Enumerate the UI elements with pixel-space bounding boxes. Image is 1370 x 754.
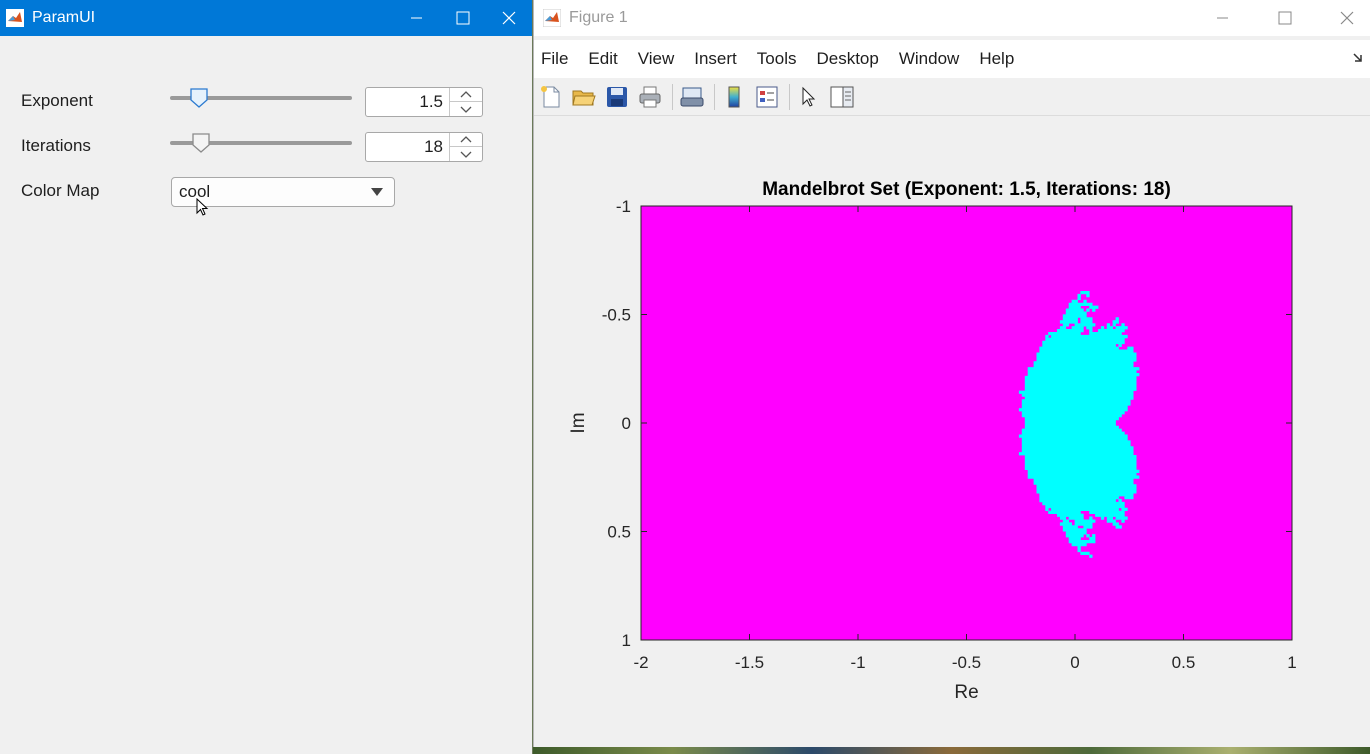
- mouse-cursor-icon: [196, 198, 209, 216]
- toolbar-separator: [714, 83, 715, 110]
- figure-title: Figure 1: [569, 9, 628, 26]
- y-axis-label: Im: [568, 412, 589, 433]
- maximize-icon: [1278, 11, 1292, 25]
- mandelbrot-axes[interactable]: -2 -1.5 -1 -0.5 0 0.5 1 -1 -0.5 0 0.5 1 Mandelbrot S…: [534, 117, 1370, 754]
- figure-maximize-button[interactable]: [1262, 0, 1308, 36]
- matlab-icon: [543, 9, 561, 27]
- close-icon: [1340, 11, 1354, 25]
- exponent-slider[interactable]: [170, 88, 352, 108]
- x-tick-label: 1: [1287, 653, 1296, 672]
- exponent-value[interactable]: 1.5: [419, 92, 443, 111]
- menu-help[interactable]: Help: [979, 49, 1015, 68]
- figure-toolbar: [534, 78, 1370, 116]
- desktop-background-strip: [533, 747, 1370, 754]
- insert-colorbar-button[interactable]: [721, 84, 747, 110]
- plot-browser-icon: [830, 86, 854, 107]
- caret-up-icon: [460, 136, 472, 143]
- x-tick-label: -1: [850, 653, 865, 672]
- print-button[interactable]: [637, 84, 663, 110]
- exponent-decrement-button[interactable]: [450, 102, 482, 116]
- colorbar-icon: [728, 86, 740, 107]
- plot-content: -2 -1.5 -1 -0.5 0 0.5 1 -1 -0.5 0 0.5 1 Mandelbrot S…: [568, 179, 1297, 703]
- exponent-spinner[interactable]: 1.5: [365, 87, 483, 117]
- dock-arrow-icon[interactable]: [1352, 52, 1364, 64]
- x-tick-label: -0.5: [952, 653, 981, 672]
- figure-close-button[interactable]: [1324, 0, 1370, 36]
- x-tick-label: -1.5: [735, 653, 764, 672]
- escaped-region: [641, 206, 1292, 640]
- exponent-slider-thumb[interactable]: [190, 88, 208, 108]
- paramui-title: ParamUI: [32, 9, 96, 26]
- x-tick-label: 0.5: [1172, 653, 1196, 672]
- print-icon: [639, 86, 661, 107]
- menu-file[interactable]: File: [541, 49, 569, 68]
- caret-down-icon: [460, 106, 472, 113]
- iterations-slider-track: [170, 141, 352, 145]
- iterations-increment-button[interactable]: [450, 133, 482, 147]
- x-tick-label: 0: [1070, 653, 1079, 672]
- y-tick-label: 1: [622, 631, 631, 650]
- toolbar-separator: [672, 83, 673, 110]
- close-button[interactable]: [486, 0, 532, 36]
- paramui-window: ParamUI Exponent 1.5 Iterations 18 Color…: [0, 0, 532, 754]
- legend-icon: [756, 86, 778, 107]
- colormap-dropdown[interactable]: cool: [171, 177, 395, 207]
- exponent-slider-track: [170, 96, 352, 100]
- minimize-icon: [1217, 17, 1228, 19]
- iterations-value[interactable]: 18: [424, 137, 443, 156]
- dropdown-arrow-icon[interactable]: [370, 187, 384, 197]
- iterations-slider-thumb[interactable]: [192, 133, 210, 153]
- insert-legend-button[interactable]: [754, 84, 780, 110]
- minimize-icon: [411, 17, 422, 19]
- caret-down-icon: [460, 151, 472, 158]
- menu-insert[interactable]: Insert: [694, 49, 737, 68]
- iterations-spinner[interactable]: 18: [365, 132, 483, 162]
- maximize-icon: [456, 11, 470, 25]
- x-axis-label: Re: [954, 682, 978, 703]
- menu-tools[interactable]: Tools: [756, 49, 797, 68]
- iterations-slider[interactable]: [170, 133, 352, 153]
- x-tick-label: -2: [633, 653, 648, 672]
- save-icon: [607, 86, 627, 107]
- y-tick-label: -1: [616, 197, 631, 216]
- toolbar-separator: [789, 83, 790, 110]
- figure-minimize-button[interactable]: [1200, 0, 1246, 36]
- figure-menubar: File Edit View Insert Tools Desktop Wind…: [534, 40, 1370, 78]
- colormap-label: Color Map: [21, 181, 100, 200]
- chart-title: Mandelbrot Set (Exponent: 1.5, Iteration…: [762, 179, 1171, 200]
- iterations-label: Iterations: [21, 136, 91, 155]
- pointer-icon: [802, 86, 816, 107]
- matlab-icon: [6, 9, 24, 27]
- iterations-decrement-button[interactable]: [450, 147, 482, 161]
- edit-plot-button[interactable]: [796, 84, 822, 110]
- save-button[interactable]: [604, 84, 630, 110]
- caret-up-icon: [460, 91, 472, 98]
- print-preview-button[interactable]: [679, 84, 705, 110]
- menu-edit[interactable]: Edit: [588, 49, 618, 68]
- new-figure-button[interactable]: [538, 84, 564, 110]
- plot-browser-button[interactable]: [829, 84, 855, 110]
- menu-view[interactable]: View: [637, 49, 675, 68]
- paramui-titlebar[interactable]: ParamUI: [0, 0, 532, 36]
- open-file-button[interactable]: [571, 84, 597, 110]
- y-tick-label: -0.5: [602, 306, 631, 325]
- y-tick-label: 0.5: [607, 523, 631, 542]
- print-preview-icon: [680, 87, 704, 106]
- figure-window: Figure 1 File Edit View Insert Tools Des…: [533, 0, 1370, 754]
- close-icon: [502, 11, 516, 25]
- minimize-button[interactable]: [394, 0, 440, 36]
- figure-titlebar[interactable]: Figure 1: [534, 0, 1370, 36]
- menu-desktop[interactable]: Desktop: [816, 49, 879, 68]
- menu-window[interactable]: Window: [898, 49, 960, 68]
- open-folder-icon: [572, 90, 596, 105]
- y-tick-label: 0: [622, 414, 631, 433]
- mandelbrot-interior-region: [1018, 291, 1140, 558]
- exponent-label: Exponent: [21, 91, 93, 110]
- new-file-icon: [541, 85, 560, 107]
- exponent-increment-button[interactable]: [450, 88, 482, 102]
- maximize-button[interactable]: [440, 0, 486, 36]
- colormap-value: cool: [179, 182, 211, 201]
